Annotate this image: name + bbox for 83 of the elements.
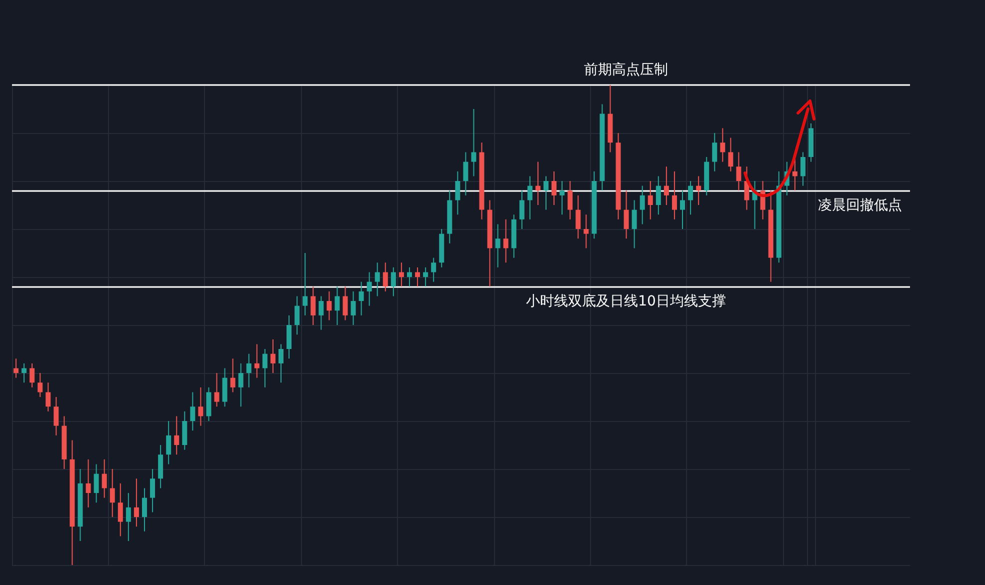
candlestick [182,410,188,450]
candlestick [262,348,268,388]
candlestick [648,180,653,220]
candlestick [568,180,573,220]
candlestick [206,386,212,422]
candlestick [198,386,204,426]
candlestick [680,190,686,230]
candlestick [543,176,548,210]
ref-line-label: 凌晨回撤低点 [818,198,902,214]
candlestick [576,194,581,240]
candlestick [423,266,428,288]
candlestick [632,200,637,249]
candlestick [14,358,19,378]
candlestick [366,272,372,306]
candlestick [150,468,156,513]
candlestick [270,338,276,374]
candlestick [126,492,131,542]
ref-line-label: 小时线双底及日线10日均线支撑 [526,294,726,310]
candlestick [792,156,798,192]
candlestick [640,185,645,225]
candlestick [326,290,332,321]
candlestick [584,214,589,249]
candlestick [302,252,308,316]
candlestick [94,464,99,504]
candlestick [174,416,180,456]
candlestick [310,286,316,326]
candlestick [230,358,236,393]
candlestick [398,262,404,288]
candlestick [374,262,380,297]
candlestick [503,218,508,264]
candlestick [527,176,532,220]
candlestick [22,362,27,384]
candlestick [222,368,228,408]
candlestick [390,266,396,297]
candlestick [86,458,91,508]
candlestick [278,344,284,384]
candlestick [736,152,742,192]
candlestick [30,362,35,388]
candlestick [382,262,388,292]
candlestick [463,152,468,196]
candlestick [552,170,557,206]
candlestick [560,180,565,216]
candlestick [102,458,107,498]
candlestick [118,482,123,537]
candlestick [431,257,436,282]
candlestick [712,132,718,172]
candlestick [800,152,806,186]
candlestick [358,281,364,316]
candlestick [406,266,412,288]
candlestick [415,266,420,288]
candlestick [134,478,139,528]
candlestick [455,170,460,216]
candlestick [46,382,51,412]
candlestick [158,444,164,489]
candlestick [664,166,669,206]
candlestick [110,468,115,518]
candlestick [214,372,220,408]
candlestick [350,290,356,326]
candlestick [728,137,734,172]
candlestick [535,161,540,206]
ref-line-label: 前期高点压制 [584,62,668,78]
candlestick [190,392,196,432]
candlestick [624,190,629,240]
candlestick [342,286,348,321]
candlestick [246,353,252,388]
candlestick [495,224,500,268]
candlestick [334,286,340,326]
candlestick [238,362,244,408]
candlestick [38,372,43,398]
candlestick [54,396,59,436]
candlestick [294,296,300,336]
candlestick [166,420,172,465]
candlestick [318,296,324,330]
candlestick [672,170,677,220]
candlestick [688,180,694,216]
candlestick [656,176,661,216]
candlestick [696,176,702,206]
candlestick [142,488,147,532]
candlestick [254,344,260,378]
candlestick [720,128,726,162]
candlestick [286,314,292,360]
candlestick [519,190,524,230]
candlestick [471,108,476,177]
